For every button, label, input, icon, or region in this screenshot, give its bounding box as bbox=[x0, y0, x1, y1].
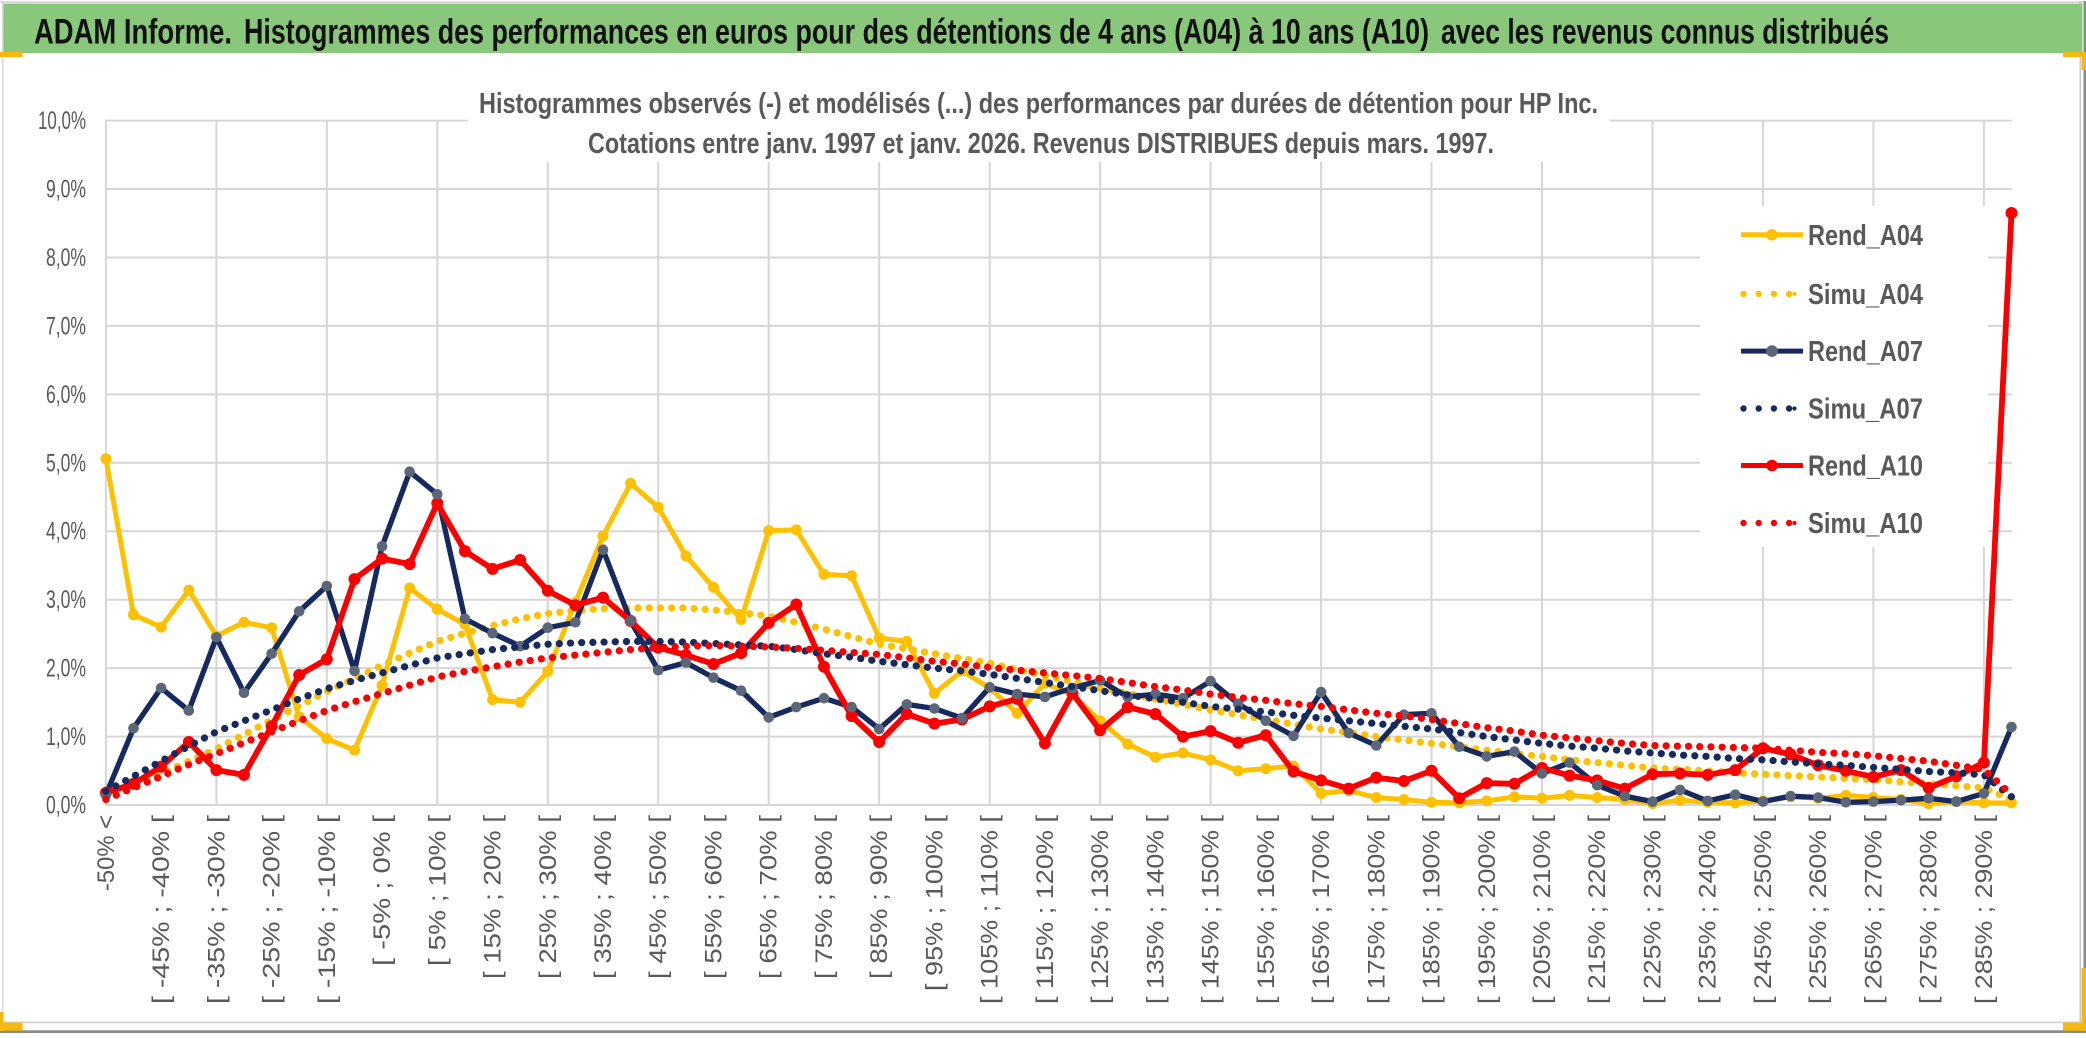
svg-text:[ -45% ; -40% [: [ -45% ; -40% [ bbox=[148, 815, 175, 1004]
svg-text:Rend_A04: Rend_A04 bbox=[1808, 220, 1923, 252]
svg-text:4,0%: 4,0% bbox=[46, 518, 86, 546]
svg-text:[ 255% ; 260% [: [ 255% ; 260% [ bbox=[1805, 815, 1832, 1004]
svg-text:Simu_A10: Simu_A10 bbox=[1808, 508, 1923, 540]
svg-text:[ 235% ; 240% [: [ 235% ; 240% [ bbox=[1695, 815, 1722, 1004]
svg-text:10,0%: 10,0% bbox=[38, 107, 86, 135]
svg-text:7,0%: 7,0% bbox=[46, 312, 86, 340]
svg-text:Cotations entre janv. 1997 et: Cotations entre janv. 1997 et janv. 2026… bbox=[588, 128, 1494, 160]
svg-text:[ -25% ; -20% [: [ -25% ; -20% [ bbox=[259, 815, 286, 1004]
svg-text:[ 105% ; 110% [: [ 105% ; 110% [ bbox=[977, 815, 1004, 1004]
svg-text:[ 175% ; 180% [: [ 175% ; 180% [ bbox=[1363, 815, 1390, 1004]
svg-text:[ 195% ; 200% [: [ 195% ; 200% [ bbox=[1474, 815, 1501, 1004]
svg-text:[ 35% ; 40% [: [ 35% ; 40% [ bbox=[590, 815, 617, 979]
svg-text:[ 5% ; 10% [: [ 5% ; 10% [ bbox=[424, 815, 451, 966]
svg-text:1,0%: 1,0% bbox=[46, 723, 86, 751]
svg-text:[ 215% ; 220% [: [ 215% ; 220% [ bbox=[1584, 815, 1611, 1004]
svg-text:[ 25% ; 30% [: [ 25% ; 30% [ bbox=[535, 815, 562, 979]
svg-text:[ 185% ; 190% [: [ 185% ; 190% [ bbox=[1419, 815, 1446, 1004]
svg-text:[ 75% ; 80% [: [ 75% ; 80% [ bbox=[811, 815, 838, 979]
svg-text:Histogrammes observés (-) et m: Histogrammes observés (-) et modélisés (… bbox=[479, 88, 1598, 120]
svg-text:[ 275% ; 280% [: [ 275% ; 280% [ bbox=[1916, 815, 1943, 1004]
svg-text:Rend_A10: Rend_A10 bbox=[1808, 451, 1923, 483]
svg-text:[ 285% ; 290% [: [ 285% ; 290% [ bbox=[1971, 815, 1998, 1004]
svg-text:avec les revenus connus distri: avec les revenus connus distribués bbox=[1441, 13, 1889, 52]
svg-text:[ 225% ; 230% [: [ 225% ; 230% [ bbox=[1640, 815, 1667, 1004]
svg-text:[ 265% ; 270% [: [ 265% ; 270% [ bbox=[1860, 815, 1887, 1004]
svg-text:[ 145% ; 150% [: [ 145% ; 150% [ bbox=[1198, 815, 1225, 1004]
svg-text:[ 55% ; 60% [: [ 55% ; 60% [ bbox=[701, 815, 728, 979]
svg-text:3,0%: 3,0% bbox=[46, 586, 86, 614]
svg-text:[ -35% ; -30% [: [ -35% ; -30% [ bbox=[203, 815, 230, 1004]
svg-text:9,0%: 9,0% bbox=[46, 176, 86, 204]
svg-text:Simu_A04: Simu_A04 bbox=[1808, 279, 1923, 311]
svg-text:ADAM Informe.: ADAM Informe. bbox=[34, 13, 232, 52]
svg-text:5,0%: 5,0% bbox=[46, 449, 86, 477]
svg-text:[ 245% ; 250% [: [ 245% ; 250% [ bbox=[1750, 815, 1777, 1004]
svg-text:[ 85% ; 90% [: [ 85% ; 90% [ bbox=[866, 815, 893, 979]
svg-text:[ 135% ; 140% [: [ 135% ; 140% [ bbox=[1142, 815, 1169, 1004]
svg-text:[ -5% ; 0% [: [ -5% ; 0% [ bbox=[369, 815, 396, 966]
svg-text:6,0%: 6,0% bbox=[46, 381, 86, 409]
svg-text:2,0%: 2,0% bbox=[46, 655, 86, 683]
svg-text:[ 65% ; 70% [: [ 65% ; 70% [ bbox=[756, 815, 783, 979]
svg-text:[ 15% ; 20% [: [ 15% ; 20% [ bbox=[480, 815, 507, 979]
svg-text:8,0%: 8,0% bbox=[46, 244, 86, 272]
svg-text:[ 95% ; 100% [: [ 95% ; 100% [ bbox=[921, 815, 948, 991]
svg-text:[ 205% ; 210% [: [ 205% ; 210% [ bbox=[1529, 815, 1556, 1004]
svg-text:[ -15% ; -10% [: [ -15% ; -10% [ bbox=[314, 815, 341, 1004]
svg-text:[ 155% ; 160% [: [ 155% ; 160% [ bbox=[1253, 815, 1280, 1004]
svg-text:[ 165% ; 170% [: [ 165% ; 170% [ bbox=[1308, 815, 1335, 1004]
svg-text:-50% <: -50% < bbox=[93, 815, 120, 891]
svg-text:[ 115% ; 120% [: [ 115% ; 120% [ bbox=[1032, 815, 1059, 1004]
svg-text:[ 125% ; 130% [: [ 125% ; 130% [ bbox=[1087, 815, 1114, 1004]
svg-text:0,0%: 0,0% bbox=[46, 792, 86, 820]
svg-text:Simu_A07: Simu_A07 bbox=[1808, 394, 1923, 426]
svg-text:Rend_A07: Rend_A07 bbox=[1808, 336, 1923, 368]
svg-text:[ 45% ; 50% [: [ 45% ; 50% [ bbox=[645, 815, 672, 979]
svg-text:Histogrammes des performances: Histogrammes des performances en euros p… bbox=[244, 13, 1429, 52]
